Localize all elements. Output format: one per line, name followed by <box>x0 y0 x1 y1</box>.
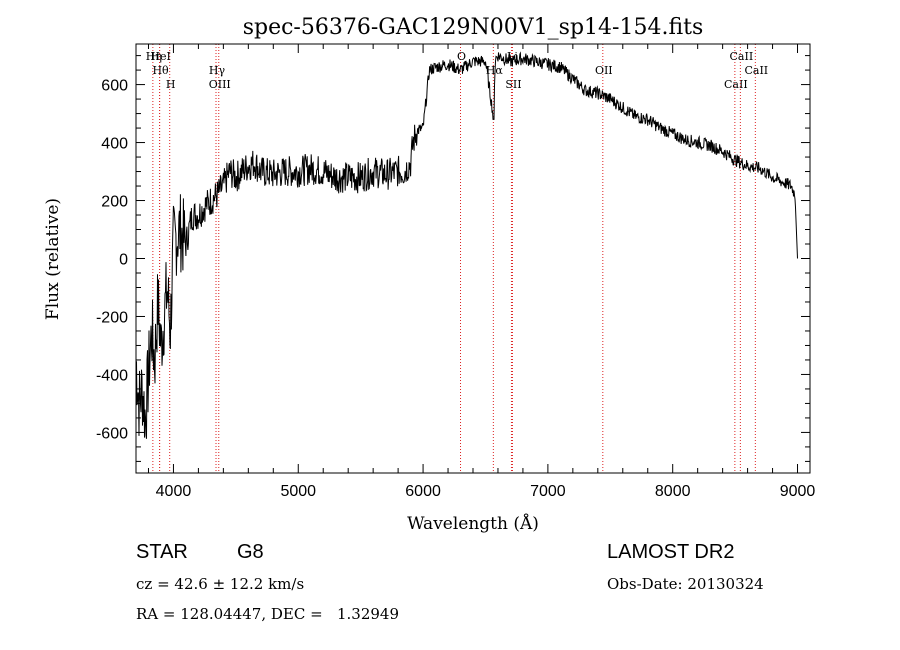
y-tick-label: 200 <box>101 194 128 211</box>
x-tick-label: 8000 <box>655 483 691 500</box>
plot-frame <box>135 43 811 474</box>
line-label: CaII <box>730 50 754 63</box>
line-label: OIII <box>209 78 231 91</box>
y-tick-label: -200 <box>96 309 128 326</box>
obs-date: Obs-Date: 20130324 <box>607 575 764 593</box>
y-tick-label: -400 <box>96 367 128 384</box>
y-tick-label: 0 <box>119 252 128 269</box>
spectrum-line <box>135 51 798 439</box>
line-label: Hη <box>146 50 162 63</box>
x-tick-label: 6000 <box>405 483 441 500</box>
object-class: STAR <box>136 541 188 563</box>
y-tick-label: 400 <box>101 136 128 153</box>
line-label: Hγ <box>209 64 226 77</box>
redshift-info: cz = 42.6 ± 12.2 km/s <box>136 575 305 593</box>
line-label: O <box>457 50 466 63</box>
y-axis-label: Flux (relative) <box>43 198 63 320</box>
x-tick-label: 7000 <box>530 483 566 500</box>
line-label: CaII <box>744 64 768 77</box>
y-tick-label: 600 <box>101 78 128 95</box>
x-axis-label: Wavelength (Å) <box>407 513 539 534</box>
line-label: OII <box>595 64 613 77</box>
line-label: SII <box>505 78 521 91</box>
x-tick-label: 4000 <box>156 483 192 500</box>
object-subclass: G8 <box>237 541 264 563</box>
y-tick-label: -600 <box>96 425 128 442</box>
line-label: CaII <box>724 78 748 91</box>
line-label: HeI <box>150 50 170 63</box>
x-tick-label: 5000 <box>280 483 316 500</box>
survey-name: LAMOST DR2 <box>607 541 735 563</box>
chart-title: spec-56376-GAC129N00V1_sp14-154.fits <box>243 15 704 40</box>
line-label: H <box>166 78 176 91</box>
coordinates-info: RA = 128.04447, DEC = 1.32949 <box>136 605 400 623</box>
x-tick-label: 9000 <box>780 483 816 500</box>
line-label: Hθ <box>152 64 169 77</box>
